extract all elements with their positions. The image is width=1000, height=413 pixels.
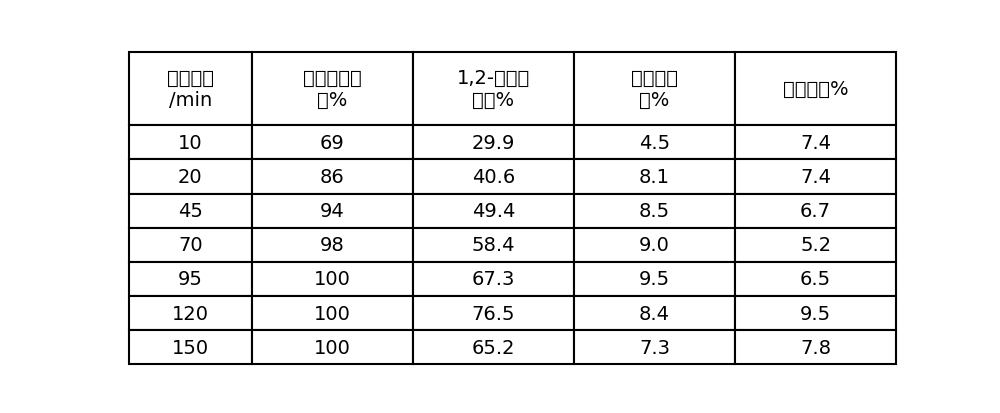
Bar	[735, 228, 896, 262]
Bar	[252, 262, 413, 296]
Text: 76.5: 76.5	[472, 304, 515, 323]
Text: 100: 100	[314, 270, 351, 289]
Text: 120: 120	[172, 304, 209, 323]
Bar	[252, 126, 413, 160]
Text: 9.0: 9.0	[639, 236, 670, 255]
Bar	[735, 53, 896, 126]
Bar	[413, 160, 574, 194]
Bar	[413, 53, 574, 126]
Bar	[735, 160, 896, 194]
Bar	[413, 262, 574, 296]
Text: 49.4: 49.4	[472, 202, 515, 221]
Bar	[129, 160, 252, 194]
Bar	[413, 330, 574, 364]
Text: 9.5: 9.5	[639, 270, 670, 289]
Bar	[252, 330, 413, 364]
Text: 20: 20	[178, 168, 203, 187]
Text: 8.4: 8.4	[639, 304, 670, 323]
Text: 7.4: 7.4	[800, 133, 831, 152]
Bar	[574, 160, 735, 194]
Text: 29.9: 29.9	[472, 133, 515, 152]
Bar	[252, 228, 413, 262]
Text: 95: 95	[178, 270, 203, 289]
Bar	[252, 160, 413, 194]
Text: 8.1: 8.1	[639, 168, 670, 187]
Text: 69: 69	[320, 133, 345, 152]
Bar	[129, 126, 252, 160]
Text: 40.6: 40.6	[472, 168, 515, 187]
Bar	[735, 296, 896, 330]
Bar	[129, 330, 252, 364]
Text: 67.3: 67.3	[472, 270, 515, 289]
Text: 150: 150	[172, 338, 209, 357]
Text: 4.5: 4.5	[639, 133, 670, 152]
Bar	[413, 296, 574, 330]
Bar	[735, 126, 896, 160]
Text: 7.3: 7.3	[639, 338, 670, 357]
Text: 98: 98	[320, 236, 345, 255]
Bar	[574, 126, 735, 160]
Bar	[574, 262, 735, 296]
Bar	[735, 262, 896, 296]
Bar	[129, 53, 252, 126]
Bar	[574, 194, 735, 228]
Bar	[574, 228, 735, 262]
Text: 58.4: 58.4	[472, 236, 515, 255]
Text: 70: 70	[178, 236, 203, 255]
Text: 86: 86	[320, 168, 345, 187]
Text: 乙二醇收
率%: 乙二醇收 率%	[631, 69, 678, 110]
Bar	[252, 194, 413, 228]
Bar	[129, 296, 252, 330]
Bar	[413, 126, 574, 160]
Bar	[574, 53, 735, 126]
Text: 5.2: 5.2	[800, 236, 831, 255]
Bar	[574, 330, 735, 364]
Text: 纤维素转化
率%: 纤维素转化 率%	[303, 69, 362, 110]
Text: 6.5: 6.5	[800, 270, 831, 289]
Bar	[129, 194, 252, 228]
Text: 1,2-丙二醇
收率%: 1,2-丙二醇 收率%	[457, 69, 530, 110]
Bar	[735, 330, 896, 364]
Text: 7.4: 7.4	[800, 168, 831, 187]
Text: 10: 10	[178, 133, 203, 152]
Bar	[252, 53, 413, 126]
Text: 94: 94	[320, 202, 345, 221]
Text: 7.8: 7.8	[800, 338, 831, 357]
Text: 甘油收率%: 甘油收率%	[783, 80, 848, 99]
Text: 65.2: 65.2	[472, 338, 515, 357]
Text: 45: 45	[178, 202, 203, 221]
Text: 9.5: 9.5	[800, 304, 831, 323]
Bar	[413, 228, 574, 262]
Bar	[413, 194, 574, 228]
Bar	[252, 296, 413, 330]
Bar	[129, 262, 252, 296]
Bar	[574, 296, 735, 330]
Text: 6.7: 6.7	[800, 202, 831, 221]
Text: 100: 100	[314, 304, 351, 323]
Bar	[129, 228, 252, 262]
Text: 8.5: 8.5	[639, 202, 670, 221]
Text: 反应时间
/min: 反应时间 /min	[167, 69, 214, 110]
Text: 100: 100	[314, 338, 351, 357]
Bar	[735, 194, 896, 228]
